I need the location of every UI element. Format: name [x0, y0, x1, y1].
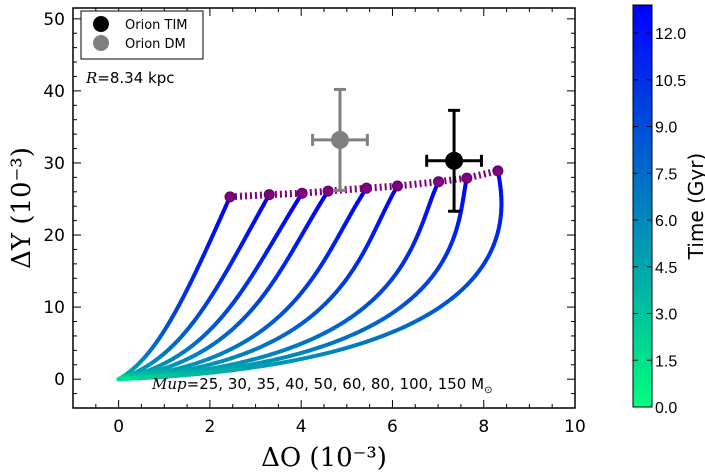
x-tick-label: 0: [113, 417, 124, 437]
track-50: [116, 186, 369, 382]
x-tick-label: 10: [564, 417, 586, 437]
x-axis-label: ΔO (10⁻³): [261, 443, 387, 473]
x-tick-label: 2: [204, 417, 215, 437]
track-endpoint-100: [461, 172, 473, 184]
track-endpoint-80: [433, 176, 445, 188]
track-segment: [116, 376, 142, 382]
track-segment: [275, 358, 295, 366]
track-segment: [316, 350, 334, 358]
colorbar-tick-label: 4.5: [655, 260, 677, 277]
colorbar: [632, 4, 653, 408]
track-segment: [156, 373, 180, 380]
legend-marker: [93, 35, 109, 51]
track-segment: [194, 370, 216, 377]
track-endpoint-50: [360, 182, 372, 194]
track-25: [116, 194, 232, 382]
track-endpoint-60: [391, 180, 403, 192]
track-segment: [211, 368, 233, 375]
track-segment: [238, 362, 256, 369]
track-segment: [303, 353, 321, 361]
y-tick-label: 40: [43, 82, 65, 102]
radius-value: =8.34 kpc: [97, 69, 174, 87]
x-tick-label: 4: [296, 417, 307, 437]
track-segment: [225, 364, 243, 371]
mup-values: =25, 30, 35, 40, 50, 60, 80, 100, 150 M: [187, 375, 484, 393]
observation-point: [330, 130, 349, 149]
track-endpoint-35: [296, 187, 308, 199]
y-tick-label: 30: [43, 154, 65, 174]
colorbar-tick-label: 6.0: [655, 213, 677, 230]
y-tick-label: 10: [43, 298, 65, 318]
y-axis-label: ΔY (10⁻³): [7, 147, 37, 269]
track-40: [116, 189, 331, 382]
observation-orion-tim: [425, 108, 483, 213]
track-segment: [251, 359, 268, 367]
legend-label: Orion DM: [125, 37, 186, 52]
track-segment: [260, 361, 280, 368]
radius-symbol: R: [85, 69, 97, 87]
x-tick-label: 6: [387, 417, 398, 437]
track-segment: [290, 356, 308, 363]
y-tick-label: 0: [54, 370, 65, 390]
colorbar-tick-label: 7.5: [655, 166, 677, 183]
observation-point: [445, 151, 464, 170]
y-tick-label: 50: [43, 10, 65, 30]
colorbar-tick-label: 3.0: [655, 307, 677, 324]
legend-label: Orion TIM: [125, 18, 188, 33]
track-endpoint-150: [492, 165, 504, 177]
solar-symbol: ⊙: [484, 385, 492, 396]
track-segment: [245, 363, 265, 371]
track-segment: [329, 346, 346, 355]
y-tick-label: 20: [43, 226, 65, 246]
track-segment: [263, 357, 280, 364]
track-segment: [175, 372, 199, 378]
colorbar-tick-label: 10.5: [655, 73, 686, 90]
legend-marker: [93, 16, 109, 32]
track-segment: [228, 366, 250, 373]
track-150: [116, 168, 504, 382]
colorbar-tick-label: 0.0: [655, 400, 677, 417]
observation-orion-dm: [311, 87, 369, 192]
colorbar-tick-label: 1.5: [655, 353, 677, 370]
colorbar-tick-label: 12.0: [655, 26, 686, 43]
colorbar-tick-label: 9.0: [655, 120, 677, 137]
legend: Orion TIM Orion DM: [80, 10, 204, 60]
track-endpoint-25: [224, 191, 236, 203]
mup-symbol: Mup: [151, 375, 187, 393]
track-endpoint-30: [263, 189, 275, 201]
x-tick-label: 8: [478, 417, 489, 437]
track-endpoint-40: [322, 185, 334, 197]
track-segment: [137, 375, 161, 381]
radius-annotation: R=8.34 kpc: [85, 69, 175, 87]
mup-annotation: Mup=25, 30, 35, 40, 50, 60, 80, 100, 150…: [151, 375, 492, 396]
colorbar-label: Time (Gyr): [684, 153, 705, 260]
